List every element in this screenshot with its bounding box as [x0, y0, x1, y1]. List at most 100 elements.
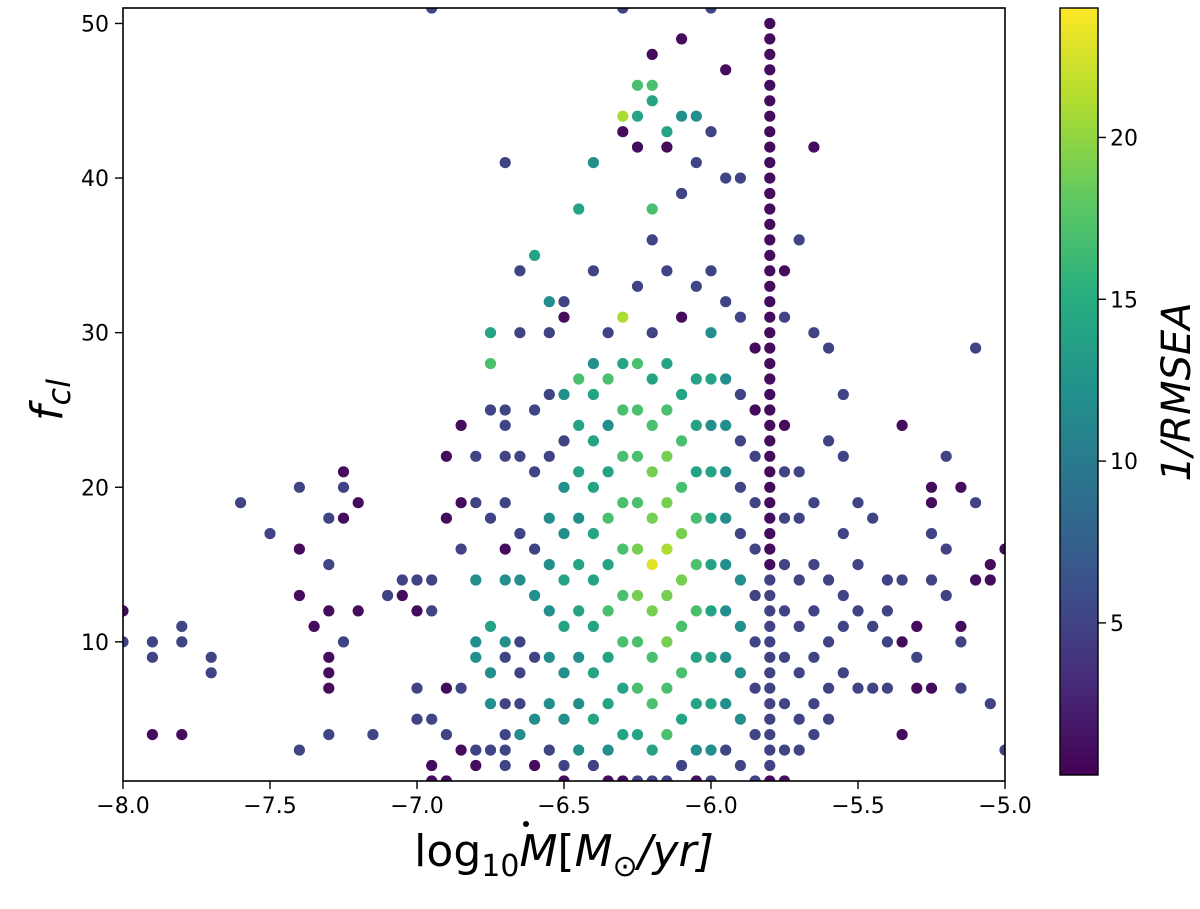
scatter-point — [705, 419, 717, 431]
scatter-point — [529, 589, 541, 602]
scatter-point — [764, 388, 776, 401]
scatter-point — [617, 729, 629, 741]
scatter-point — [631, 404, 644, 416]
scatter-point — [646, 512, 658, 524]
scatter-point — [676, 574, 688, 586]
scatter-point — [631, 775, 644, 781]
scatter-point — [558, 528, 570, 540]
scatter-point — [411, 713, 423, 725]
x-tick-label: −7.0 — [390, 794, 443, 819]
scatter-point — [764, 342, 776, 354]
scatter-point — [499, 450, 511, 462]
scatter-point — [705, 744, 717, 756]
scatter-point — [484, 698, 497, 710]
scatter-point — [852, 682, 864, 694]
colorbar-tick-label: 20 — [1110, 126, 1138, 151]
scatter-point — [867, 512, 879, 524]
scatter-point — [881, 574, 894, 586]
scatter-point — [823, 435, 835, 447]
colorbar-tick-label: 5 — [1110, 612, 1124, 637]
scatter-point — [764, 311, 776, 323]
scatter-point — [793, 574, 805, 586]
scatter-point — [676, 481, 688, 493]
scatter-point — [617, 682, 629, 694]
scatter-point — [470, 574, 482, 586]
scatter-point — [720, 466, 732, 478]
scatter-point — [440, 775, 452, 781]
scatter-point — [793, 512, 805, 524]
scatter-point — [734, 388, 747, 401]
scatter-point — [676, 110, 688, 122]
scatter-point — [602, 605, 614, 617]
scatter-point — [808, 559, 820, 571]
scatter-point — [764, 141, 776, 153]
scatter-point — [734, 172, 747, 184]
scatter-point — [617, 450, 629, 462]
scatter-point — [837, 388, 849, 401]
scatter-point — [661, 636, 673, 648]
scatter-point — [852, 497, 864, 509]
scatter-point — [808, 327, 820, 339]
scatter-point — [823, 636, 835, 648]
scatter-point — [764, 497, 776, 509]
scatter-point — [602, 559, 614, 571]
scatter-point — [529, 713, 541, 725]
scatter-point — [720, 172, 732, 184]
scatter-point — [514, 450, 526, 462]
scatter-point — [676, 667, 688, 679]
scatter-point — [617, 589, 629, 602]
scatter-point — [690, 775, 702, 781]
scatter-point — [440, 512, 452, 524]
scatter-point — [705, 605, 717, 617]
scatter-point — [734, 667, 747, 679]
scatter-point — [676, 435, 688, 447]
scatter-point — [676, 187, 688, 200]
y-tick-label: 10 — [81, 631, 109, 656]
scatter-point — [764, 528, 776, 540]
scatter-point — [631, 141, 644, 153]
scatter-point — [499, 497, 511, 509]
scatter-point — [573, 651, 585, 663]
scatter-point — [617, 110, 629, 122]
scatter-point — [940, 589, 952, 602]
scatter-point — [484, 667, 497, 679]
scatter-point — [587, 574, 600, 586]
scatter-point — [690, 110, 702, 122]
scatter-point — [646, 95, 658, 107]
scatter-point — [323, 651, 335, 663]
scatter-point — [705, 775, 717, 781]
scatter-point — [867, 682, 879, 694]
scatter-point — [764, 64, 776, 76]
scatter-point — [617, 404, 629, 416]
scatter-point — [587, 388, 600, 401]
scatter-point — [426, 574, 438, 586]
scatter-point — [323, 559, 335, 571]
scatter-point — [293, 744, 305, 756]
scatter-point — [896, 729, 908, 741]
scatter-point — [764, 512, 776, 524]
scatter-point — [764, 33, 776, 45]
scatter-point — [808, 497, 820, 509]
scatter-point — [573, 466, 585, 478]
scatter-point — [573, 373, 585, 385]
scatter-point — [470, 744, 482, 756]
y-tick-label: 30 — [81, 322, 109, 347]
scatter-point — [720, 64, 732, 76]
scatter-point — [749, 589, 761, 602]
scatter-point — [543, 512, 555, 524]
scatter-point — [455, 497, 467, 509]
scatter-point — [764, 110, 776, 122]
scatter-point — [764, 636, 776, 648]
colorbar — [1060, 8, 1098, 775]
scatter-point — [514, 574, 526, 586]
scatter-point — [484, 744, 497, 756]
scatter-point — [661, 404, 673, 416]
scatter-point — [764, 435, 776, 447]
mdot-dot — [523, 821, 529, 827]
scatter-point — [529, 759, 541, 772]
scatter-point — [984, 574, 996, 586]
scatter-point — [749, 729, 761, 741]
scatter-point — [705, 559, 717, 571]
scatter-point — [661, 265, 673, 277]
